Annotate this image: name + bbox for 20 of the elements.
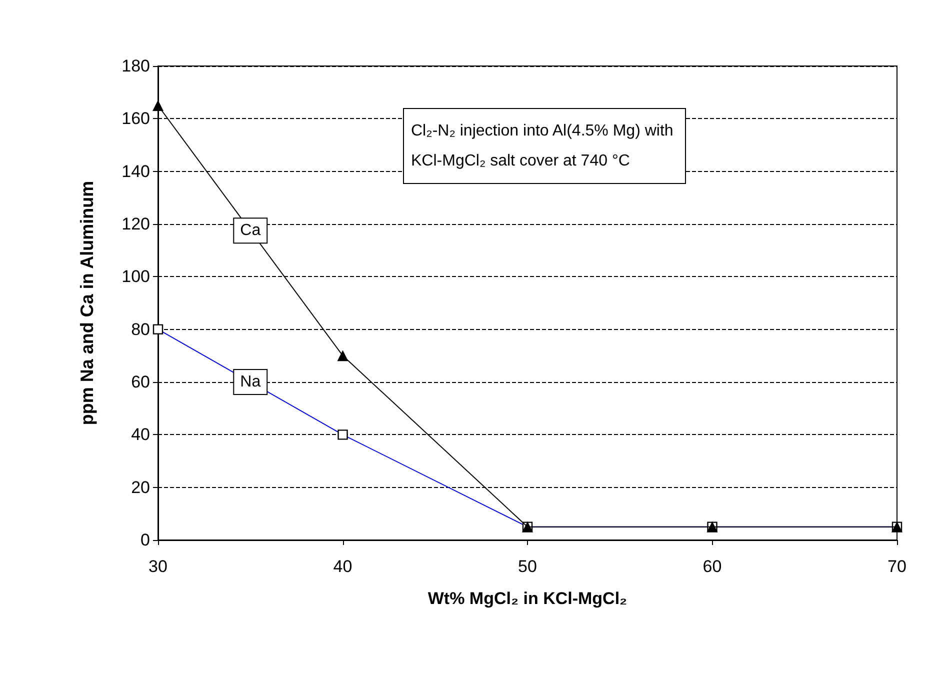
x-axis-title: Wt% MgCl₂ in KCl-MgCl₂ xyxy=(428,589,628,608)
y-tick-label: 20 xyxy=(131,478,150,497)
y-tick-label: 40 xyxy=(131,425,150,444)
y-tick-label: 0 xyxy=(140,530,150,550)
series-label: Ca xyxy=(240,222,261,240)
y-tick-label: 80 xyxy=(131,320,150,339)
y-tick-label: 160 xyxy=(122,109,150,128)
y-tick-label: 60 xyxy=(131,372,150,392)
y-axis-title: ppm Na and Ca in Aluminum xyxy=(77,180,97,426)
x-tick-label: 60 xyxy=(702,557,722,576)
series-label: Na xyxy=(240,374,261,390)
y-tick-label: 140 xyxy=(122,162,150,181)
x-tick-label: 70 xyxy=(888,557,906,576)
x-tick-label: 30 xyxy=(148,557,168,576)
x-tick-label: 50 xyxy=(518,557,537,576)
y-tick-label: 100 xyxy=(122,267,150,286)
y-tick-label: 180 xyxy=(122,56,150,76)
y-tick-label: 120 xyxy=(122,214,150,234)
x-tick-label: 40 xyxy=(333,557,352,576)
annotation: Cl₂-N₂ injection into Al(4.5% Mg) with KCl-MgCl₂ salt cover at 740 °C xyxy=(411,122,674,170)
